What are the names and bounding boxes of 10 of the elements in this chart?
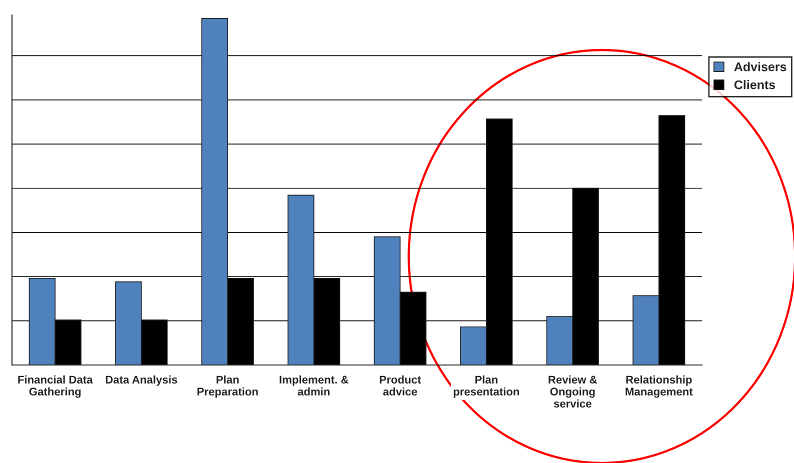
x-tick-label: Implement. & admin <box>280 375 348 396</box>
x-tick-label: Data Analysis <box>106 375 178 386</box>
legend-label: Advisers <box>734 62 786 72</box>
x-tick-label: Product advice <box>380 375 421 396</box>
x-tick-label: Financial Data Gathering <box>18 375 93 398</box>
x-tick-label: Plan Preparation <box>197 375 258 398</box>
legend-label: Clients <box>734 80 776 90</box>
x-tick-label: Plan presentation <box>454 375 520 398</box>
x-tick-label: Relationship Management <box>626 375 693 398</box>
x-tick-label: Review & Ongoing service <box>548 375 597 408</box>
